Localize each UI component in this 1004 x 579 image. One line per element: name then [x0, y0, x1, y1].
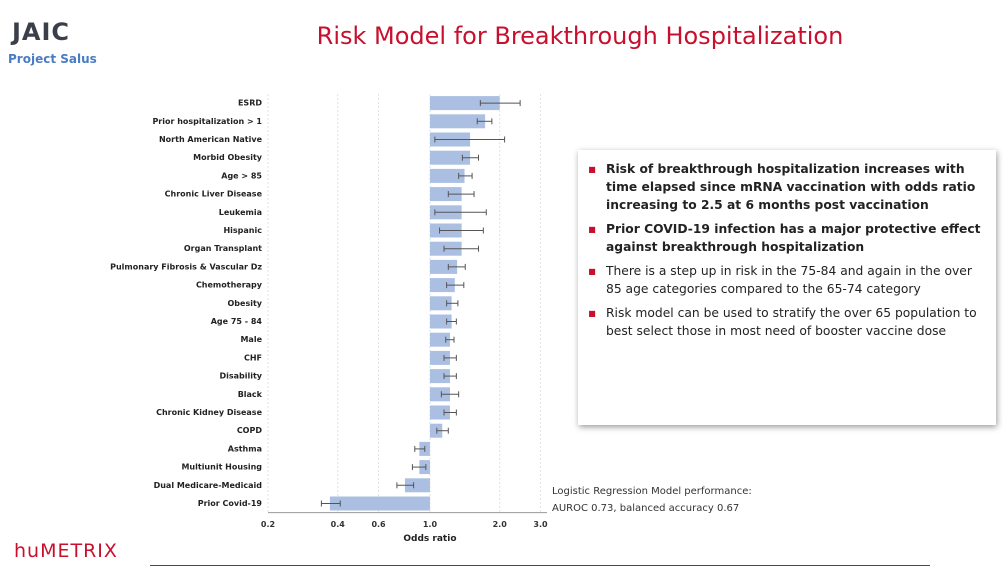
bar — [429, 187, 462, 202]
y-tick-label: Chemotherapy — [196, 281, 263, 290]
x-tick-label: 2.0 — [493, 520, 508, 529]
y-tick-label: CHF — [244, 353, 262, 362]
y-tick-label: Pulmonary Fibrosis & Vascular Dz — [110, 262, 262, 271]
y-tick-label: Obesity — [228, 299, 263, 308]
bar — [429, 332, 450, 347]
bar — [329, 496, 430, 511]
footer-rule — [150, 565, 930, 566]
y-tick-label: Disability — [219, 372, 262, 381]
bar — [429, 96, 500, 111]
bar — [429, 296, 452, 311]
y-tick-label: Asthma — [228, 444, 262, 453]
bar — [429, 259, 458, 274]
y-tick-label: Prior Covid-19 — [198, 499, 263, 508]
y-tick-label: Organ Transplant — [184, 244, 262, 253]
y-tick-label: Morbid Obesity — [193, 153, 263, 162]
bullet: Risk model can be used to stratify the o… — [588, 304, 988, 340]
y-tick-label: COPD — [237, 426, 263, 435]
footer-logo: huMETRIX — [14, 540, 118, 562]
y-tick-label: North American Native — [159, 135, 263, 144]
bullet: There is a step up in risk in the 75-84 … — [588, 262, 988, 298]
y-tick-label: Multiunit Housing — [181, 463, 262, 472]
x-axis-label: Odds ratio — [403, 534, 456, 544]
bar — [429, 114, 486, 129]
slide-title: Risk Model for Breakthrough Hospitalizat… — [316, 22, 844, 50]
bar — [429, 405, 450, 420]
y-tick-label: Chronic Kidney Disease — [156, 408, 262, 417]
bar — [429, 423, 443, 438]
y-tick-label: Age > 85 — [221, 171, 262, 180]
x-tick-label: 0.2 — [261, 520, 275, 529]
bar — [429, 350, 450, 365]
performance-line: Logistic Regression Model performance: — [552, 486, 752, 497]
bar — [429, 278, 455, 293]
bar — [429, 369, 450, 384]
bullet-list: Risk of breakthrough hospitalization inc… — [586, 160, 988, 340]
x-tick-label: 0.6 — [371, 520, 386, 529]
bullet: Risk of breakthrough hospitalization inc… — [588, 160, 988, 214]
y-tick-label: Age 75 - 84 — [211, 317, 263, 326]
y-tick-label: Chronic Liver Disease — [165, 190, 263, 199]
bullet: Prior COVID-19 infection has a major pro… — [588, 220, 988, 256]
y-tick-label: Black — [238, 390, 263, 399]
project-name: Project Salus — [8, 52, 97, 66]
bullet-box: Risk of breakthrough hospitalization inc… — [578, 150, 996, 425]
bar — [429, 168, 465, 183]
y-tick-label: Leukemia — [219, 208, 262, 217]
y-tick-label: ESRD — [238, 99, 262, 108]
performance-line: AUROC 0.73, balanced accuracy 0.67 — [552, 503, 740, 514]
x-tick-label: 1.0 — [423, 520, 438, 529]
bar — [429, 150, 471, 165]
y-tick-label: Dual Medicare-Medicaid — [154, 481, 263, 490]
x-tick-label: 3.0 — [533, 520, 548, 529]
y-tick-label: Prior hospitalization > 1 — [152, 117, 262, 126]
bar — [429, 314, 452, 329]
performance-note: Logistic Regression Model performance: A… — [552, 483, 752, 517]
x-tick-label: 0.4 — [331, 520, 346, 529]
y-tick-label: Male — [240, 335, 262, 344]
y-tick-label: Hispanic — [223, 226, 262, 235]
bar — [404, 478, 430, 493]
bar — [429, 387, 450, 402]
logo: JAIC — [12, 18, 71, 46]
